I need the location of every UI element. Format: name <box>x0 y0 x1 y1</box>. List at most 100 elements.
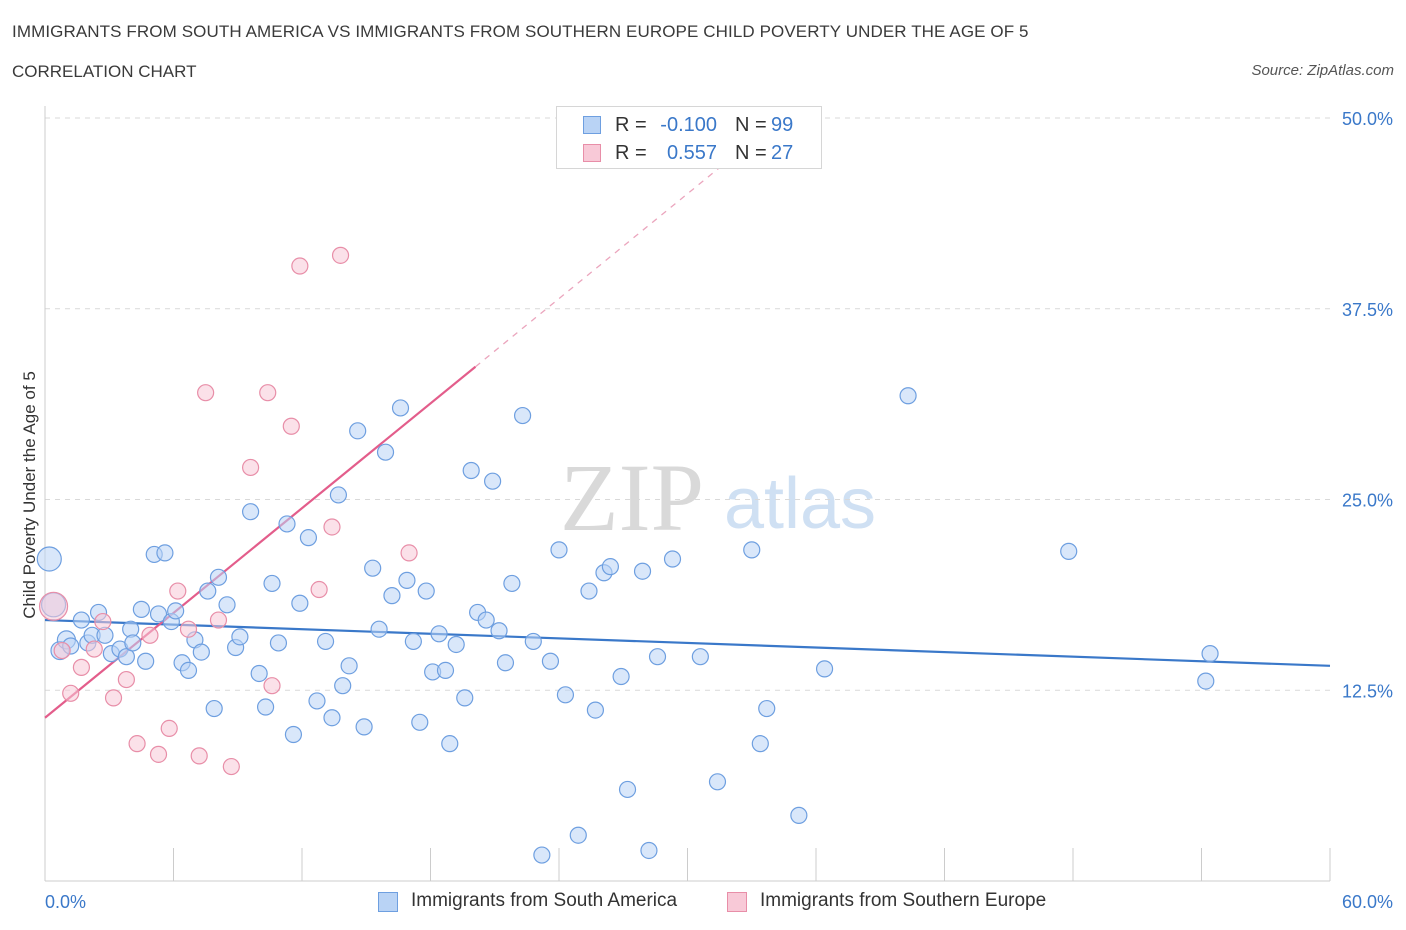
point-south-america <box>447 635 465 654</box>
point-southern-europe <box>291 257 309 275</box>
point-south-america <box>503 574 521 593</box>
point-south-america <box>640 841 658 860</box>
legend-r-label: R = <box>615 142 647 164</box>
legend-n-value: 27 <box>771 142 794 164</box>
point-south-america <box>284 725 303 744</box>
trendline-southern-europe-extension <box>475 137 757 368</box>
point-south-america <box>430 625 448 643</box>
point-south-america <box>269 634 288 652</box>
point-south-america <box>1197 672 1215 690</box>
point-south-america <box>417 582 435 600</box>
point-south-america <box>790 806 808 824</box>
point-south-america <box>117 648 135 666</box>
point-southern-europe <box>141 626 159 644</box>
point-south-america <box>149 605 168 623</box>
point-southern-europe <box>38 591 69 621</box>
point-south-america <box>349 422 367 440</box>
point-south-america <box>291 594 309 612</box>
point-south-america <box>648 648 667 666</box>
point-south-america <box>205 699 223 718</box>
point-southern-europe <box>310 580 328 599</box>
point-south-america <box>691 648 709 666</box>
point-southern-europe <box>169 582 187 600</box>
point-south-america <box>137 652 155 670</box>
point-southern-europe <box>149 745 168 763</box>
point-southern-europe <box>94 612 112 631</box>
point-south-america <box>462 461 480 480</box>
point-south-america <box>124 634 142 652</box>
point-south-america <box>263 574 281 593</box>
point-south-america <box>456 689 474 707</box>
point-southern-europe <box>242 458 260 477</box>
chart-title: IMMIGRANTS FROM SOUTH AMERICA VS IMMIGRA… <box>12 22 1029 41</box>
bottom-legend-swatch-southern-europe <box>727 892 747 912</box>
point-south-america <box>72 611 91 629</box>
point-southern-europe <box>128 735 146 753</box>
point-southern-europe <box>117 670 135 689</box>
legend-swatch-south-america <box>583 116 601 134</box>
point-south-america <box>815 660 834 678</box>
point-south-america <box>242 503 260 521</box>
point-south-america <box>179 661 198 680</box>
point-south-america <box>490 622 508 640</box>
source-label: Source: ZipAtlas.com <box>1251 62 1394 79</box>
point-southern-europe <box>160 719 178 738</box>
point-south-america <box>513 406 532 425</box>
point-south-america <box>156 544 174 562</box>
grid-lines <box>45 117 1330 691</box>
point-south-america <box>633 562 652 580</box>
legend-row-south-america: R = -0.100 N = 99 <box>557 112 821 138</box>
point-south-america <box>256 698 275 716</box>
point-southern-europe <box>282 417 300 435</box>
point-south-america <box>1201 645 1219 663</box>
axes <box>44 106 1331 882</box>
legend-r-value: -0.100 <box>660 114 717 136</box>
point-south-america <box>132 600 150 618</box>
point-southern-europe <box>209 611 228 629</box>
point-south-america <box>340 657 358 675</box>
point-south-america <box>383 587 401 605</box>
legend-row-southern-europe: R = 0.557 N = 27 <box>557 140 821 166</box>
watermark-zip: ZIP <box>560 444 704 551</box>
point-southern-europe <box>179 620 198 638</box>
point-southern-europe <box>62 684 80 702</box>
point-south-america <box>36 546 62 572</box>
point-southern-europe <box>331 246 350 264</box>
point-south-america <box>751 735 769 753</box>
tick-labels: 12.5% 25.0% 37.5% 50.0% 0.0% 60.0% <box>45 109 1393 912</box>
x-tick-label: 60.0% <box>1342 892 1393 912</box>
point-south-america <box>556 686 575 704</box>
point-south-america <box>391 399 410 417</box>
point-south-america <box>231 628 249 646</box>
legend-n-value: 99 <box>771 114 794 136</box>
point-southern-europe <box>259 384 277 402</box>
point-south-america <box>278 515 296 533</box>
point-south-america <box>586 701 605 719</box>
bottom-legend-label: Immigrants from Southern Europe <box>760 890 1047 911</box>
y-tick-label: 12.5% <box>1342 681 1393 701</box>
legend-r-value: 0.557 <box>666 142 717 164</box>
point-south-america <box>758 699 776 718</box>
point-south-america <box>209 568 228 586</box>
point-south-america <box>524 632 542 651</box>
point-south-america <box>708 773 727 791</box>
point-south-america <box>299 529 318 547</box>
point-southern-europe <box>53 641 71 660</box>
point-southern-europe <box>222 757 240 776</box>
point-southern-europe <box>197 384 215 402</box>
point-south-america <box>364 559 382 577</box>
bottom-legend-swatch-south-america <box>378 892 398 912</box>
correlation-legend: R = -0.100 N = 99 R = 0.557 N = 27 <box>556 106 822 169</box>
y-tick-label: 50.0% <box>1342 109 1393 129</box>
point-southern-europe <box>190 747 208 765</box>
point-south-america <box>355 718 373 736</box>
point-southern-europe <box>323 518 341 536</box>
point-south-america <box>436 661 455 680</box>
point-south-america <box>1060 542 1078 560</box>
point-south-america <box>411 713 429 731</box>
point-southern-europe <box>85 640 103 658</box>
point-south-america <box>580 582 598 600</box>
y-tick-label: 25.0% <box>1342 491 1393 511</box>
x-tick-label: 0.0% <box>45 892 86 912</box>
